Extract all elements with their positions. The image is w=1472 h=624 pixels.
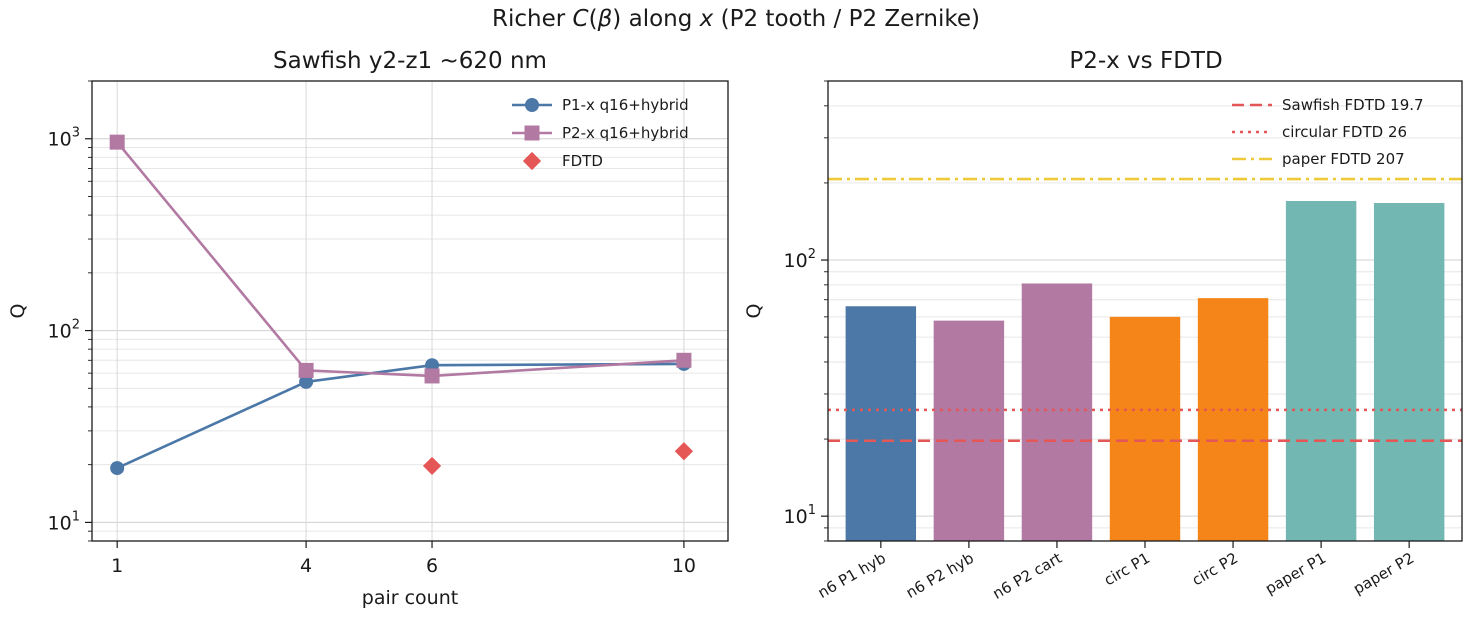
data-point bbox=[109, 134, 125, 150]
category-label: paper P1 bbox=[1262, 549, 1329, 598]
y-tick-label: 102 bbox=[48, 318, 80, 343]
bar bbox=[1109, 316, 1181, 541]
x-tick-label: 1 bbox=[111, 555, 123, 577]
left-chart-legend: P1-x q16+hybrid P2-x q16+hybrid FDTD bbox=[512, 96, 689, 171]
category-label: paper P2 bbox=[1350, 549, 1417, 598]
data-point bbox=[424, 368, 440, 384]
left-chart: 101 102 103 1 4 6 10 Sawfish y2-z1 ~620 nm pai… bbox=[7, 48, 729, 609]
series-line bbox=[116, 141, 685, 378]
x-tick-label: 10 bbox=[672, 555, 696, 577]
bar bbox=[1021, 283, 1093, 541]
category-label: n6 P2 cart bbox=[990, 549, 1065, 603]
left-chart-grid bbox=[92, 80, 728, 542]
bar bbox=[1285, 201, 1357, 541]
left-chart-plot-area bbox=[109, 134, 694, 476]
right-chart-title: P2-x vs FDTD bbox=[1069, 48, 1222, 74]
category-label: circ P2 bbox=[1189, 549, 1241, 590]
right-chart-ylabel: Q bbox=[743, 304, 765, 319]
data-point bbox=[422, 456, 442, 476]
category-label: circ P1 bbox=[1101, 549, 1153, 590]
bar bbox=[1373, 202, 1445, 541]
legend-label: P2-x q16+hybrid bbox=[562, 124, 689, 142]
data-point bbox=[298, 362, 314, 378]
data-point bbox=[674, 442, 694, 461]
bar bbox=[933, 320, 1005, 541]
bar bbox=[1197, 298, 1269, 541]
left-chart-xlabel: pair count bbox=[362, 587, 458, 609]
data-point bbox=[299, 374, 314, 389]
y-tick-label: 101 bbox=[784, 503, 816, 528]
data-point bbox=[110, 461, 125, 476]
right-chart-plot-area bbox=[828, 177, 1462, 541]
left-chart-ylabel: Q bbox=[7, 304, 29, 319]
right-chart-legend: Sawfish FDTD 19.7 circular FDTD 26 paper F… bbox=[1232, 96, 1424, 168]
y-tick-label: 101 bbox=[48, 509, 80, 534]
category-label: n6 P1 hyb bbox=[815, 549, 889, 602]
data-point bbox=[676, 352, 692, 368]
legend-label: FDTD bbox=[562, 152, 603, 170]
left-chart-title: Sawfish y2-z1 ~620 nm bbox=[273, 48, 547, 74]
left-chart-frame bbox=[91, 80, 729, 542]
legend-marker bbox=[524, 125, 540, 141]
series-line bbox=[116, 362, 684, 470]
y-tick-label: 102 bbox=[784, 247, 816, 272]
legend-label: paper FDTD 207 bbox=[1282, 150, 1405, 168]
legend-marker bbox=[522, 151, 542, 171]
legend-label: circular FDTD 26 bbox=[1282, 123, 1407, 141]
y-tick-label: 103 bbox=[48, 126, 80, 151]
x-tick-label: 6 bbox=[426, 555, 438, 577]
category-label: n6 P2 hyb bbox=[903, 549, 977, 602]
legend-label: P1-x q16+hybrid bbox=[562, 96, 689, 114]
legend-label: Sawfish FDTD 19.7 bbox=[1282, 96, 1424, 114]
right-chart: 101 102 n6 P1 hyb n6 P2 hyb n6 P2 cart circ P… bbox=[743, 48, 1463, 603]
bar bbox=[845, 306, 917, 541]
legend-marker bbox=[525, 98, 539, 112]
x-tick-label: 4 bbox=[300, 555, 312, 577]
left-chart-ticks: 101 102 103 1 4 6 10 bbox=[48, 80, 696, 577]
figure-suptitle: Richer C(β) along x (P2 tooth / P2 Zerni… bbox=[492, 6, 980, 32]
